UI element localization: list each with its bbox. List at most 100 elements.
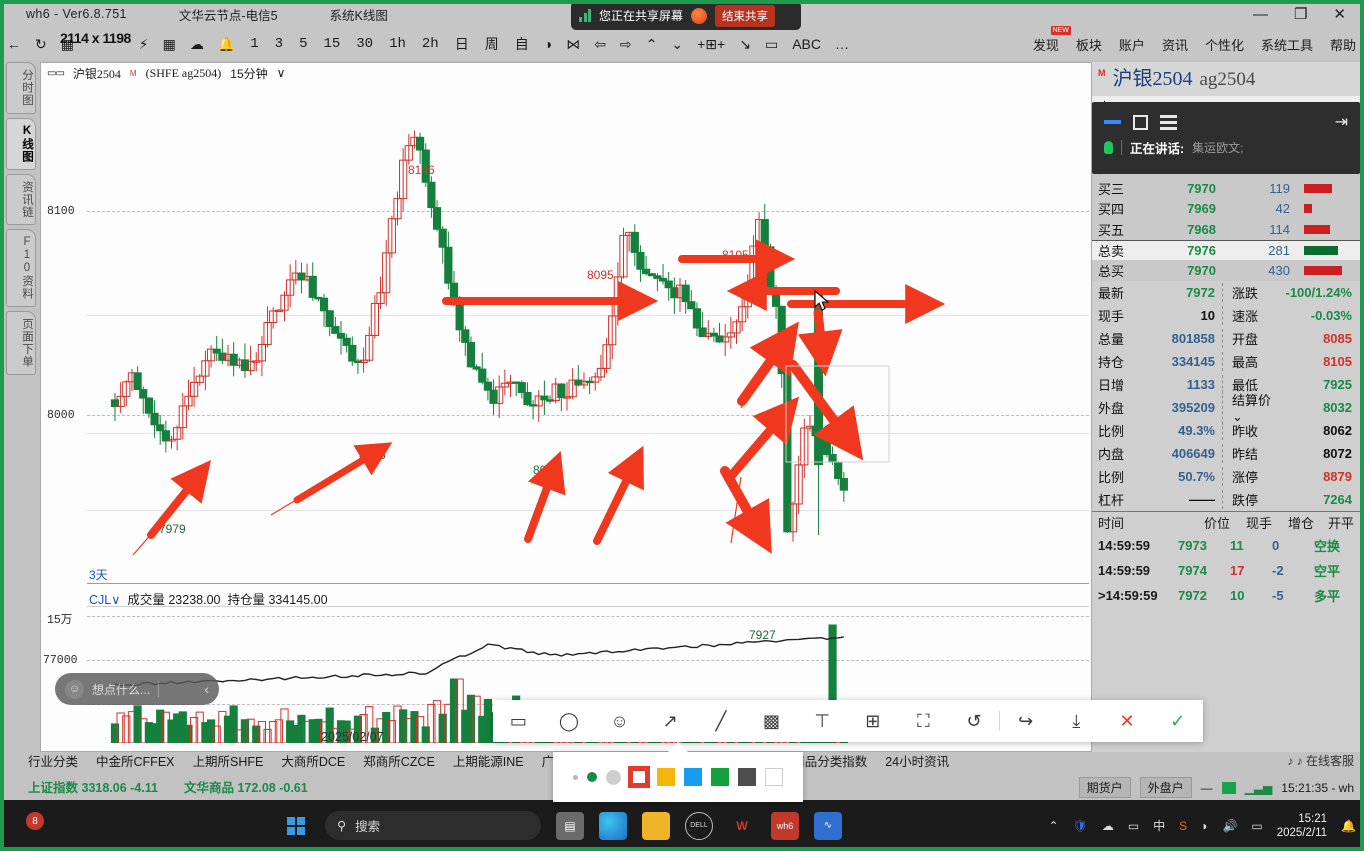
file-explorer-icon[interactable] bbox=[642, 811, 670, 840]
touchpad-icon[interactable]: ▭ bbox=[1127, 818, 1140, 833]
color-swatch[interactable] bbox=[765, 768, 783, 786]
wps-icon[interactable]: W bbox=[736, 818, 748, 833]
volume-icon[interactable]: 🔊 bbox=[1222, 818, 1238, 833]
dell-app-icon[interactable]: DELL bbox=[685, 811, 713, 840]
text-tool-icon[interactable]: ⊤ bbox=[814, 711, 830, 731]
microphone-icon[interactable] bbox=[1104, 141, 1113, 154]
tick-row[interactable]: 14:59:59 7974 17 -2 空平 bbox=[1092, 558, 1360, 583]
grid-icon[interactable]: ▦ bbox=[162, 36, 176, 52]
period-day[interactable]: 日 bbox=[454, 38, 469, 54]
color-swatch[interactable] bbox=[711, 768, 729, 786]
volume-indicator-caret[interactable]: ∨ bbox=[111, 593, 121, 607]
orderbook-row[interactable]: 总卖 7976 281 bbox=[1092, 239, 1360, 260]
minimize-button[interactable]: — bbox=[1252, 5, 1268, 23]
cancel-icon[interactable]: ✕ bbox=[1119, 711, 1135, 731]
sogou-ime-icon[interactable]: S bbox=[1179, 818, 1188, 833]
expand-icon[interactable]: +⊞+ bbox=[697, 36, 726, 52]
sidebar-item-timeline[interactable]: 分时图 bbox=[6, 62, 36, 114]
ai-assistant-pill[interactable]: ☺ 想点什么... ‹ bbox=[55, 673, 219, 705]
layout-icon[interactable]: ▦ bbox=[60, 36, 74, 52]
zoom-in-icon[interactable]: ⌃ bbox=[645, 36, 658, 52]
menu-discover[interactable]: 发现 NEW bbox=[1033, 25, 1071, 54]
color-and-size-picker[interactable] bbox=[553, 752, 803, 802]
color-swatch[interactable] bbox=[684, 768, 702, 786]
notification-bell-icon[interactable]: 🔔 bbox=[1341, 818, 1356, 833]
period-2hour[interactable]: 2h bbox=[421, 36, 439, 52]
more-icon[interactable]: … bbox=[834, 36, 849, 52]
exchange-nav-item[interactable]: 24小时资讯 bbox=[885, 755, 950, 769]
scroll-right-icon[interactable]: ⇨ bbox=[619, 36, 632, 52]
refresh-icon[interactable]: ↻ bbox=[35, 36, 47, 52]
lightning-icon[interactable]: ⚡ bbox=[138, 36, 149, 52]
text-abc-icon[interactable]: ABC bbox=[792, 36, 821, 52]
tray-expand-icon[interactable]: ⌃ bbox=[1048, 818, 1059, 833]
save-icon[interactable]: ⤓ bbox=[1072, 711, 1081, 731]
exchange-nav-item[interactable]: 上期所SHFE bbox=[192, 755, 264, 769]
brush-size-option[interactable] bbox=[587, 772, 597, 782]
brush-size-option[interactable] bbox=[573, 774, 578, 780]
ocr-tool-icon[interactable]: ⛶ bbox=[917, 711, 930, 731]
ellipse-tool-icon[interactable]: ◯ bbox=[558, 711, 580, 731]
orderbook-row[interactable]: 买四 7969 42 bbox=[1092, 198, 1360, 219]
tick-table-body[interactable]: 14:59:59 7973 11 0 空换 14:59:59 7974 17 -2 空平 >14:5… bbox=[1092, 533, 1360, 608]
chevron-down-icon[interactable]: ∨ bbox=[276, 66, 286, 80]
period-custom[interactable]: 自 bbox=[514, 38, 529, 54]
tick-row[interactable]: 14:59:59 7973 11 0 空换 bbox=[1092, 533, 1360, 558]
maximize-icon[interactable] bbox=[1133, 114, 1148, 130]
share-icon[interactable]: ↪ bbox=[1018, 711, 1034, 731]
color-swatch[interactable] bbox=[657, 768, 675, 786]
futures-account-button[interactable]: 期货户 bbox=[1078, 777, 1131, 798]
end-share-button[interactable]: 结束共享 bbox=[715, 4, 776, 27]
period-30min[interactable]: 30 bbox=[356, 36, 374, 52]
task-view-icon[interactable]: ▤ bbox=[556, 811, 584, 840]
notification-badge[interactable]: 8 bbox=[26, 812, 44, 830]
scroll-left-icon[interactable]: ⇦ bbox=[594, 36, 606, 52]
maximize-button[interactable]: ❐ bbox=[1293, 6, 1308, 23]
compare-icon[interactable]: ⋈ bbox=[566, 36, 581, 52]
period-3min[interactable]: 3 bbox=[274, 36, 284, 52]
rect-tool-icon[interactable]: ▭ bbox=[509, 711, 527, 731]
emoji-tool-icon[interactable]: ☺ bbox=[610, 711, 629, 731]
menu-sector[interactable]: 板块 bbox=[1075, 37, 1102, 53]
exchange-nav-item[interactable]: 郑商所CZCE bbox=[363, 755, 435, 769]
volume-indicator-name[interactable]: CJL bbox=[89, 593, 112, 607]
orderbook-row[interactable]: 总买 7970 430 bbox=[1092, 260, 1360, 281]
bell-icon[interactable]: 🔔 bbox=[217, 36, 236, 52]
collapse-chevron-icon[interactable]: ‹ bbox=[204, 681, 209, 697]
color-swatch[interactable] bbox=[628, 766, 650, 788]
menu-hamburger-icon[interactable] bbox=[1160, 114, 1177, 130]
exchange-nav-item[interactable]: 行业分类 bbox=[28, 755, 79, 769]
mosaic-tool-icon[interactable]: ▩ bbox=[763, 711, 781, 731]
tick-row[interactable]: >14:59:59 7972 10 -5 多平 bbox=[1092, 583, 1360, 608]
sidebar-item-newschain[interactable]: 资讯链 bbox=[6, 173, 36, 225]
menu-help[interactable]: 帮助 bbox=[1329, 37, 1356, 53]
brush-size-option[interactable] bbox=[606, 769, 621, 785]
period-week[interactable]: 周 bbox=[484, 38, 499, 54]
edge-browser-icon[interactable] bbox=[599, 811, 627, 840]
expand-panel-icon[interactable]: ⇥ bbox=[1334, 114, 1348, 131]
back-icon[interactable]: ← bbox=[7, 36, 21, 52]
period-1min[interactable]: 1 bbox=[250, 36, 259, 52]
wifi-icon[interactable]: ◗ bbox=[1201, 818, 1209, 833]
chart-period-label[interactable]: 15分钟 bbox=[230, 66, 268, 81]
start-button-icon[interactable] bbox=[282, 812, 310, 840]
chart-app-icon[interactable]: ∿ bbox=[814, 811, 842, 840]
meeting-control-bar[interactable]: ⇥ 正在讲话: 集运欧文; bbox=[1092, 102, 1360, 174]
orderbook-row[interactable]: 买三 7970 119 bbox=[1092, 178, 1360, 199]
sidebar-item-kline[interactable]: K线图 bbox=[6, 117, 36, 170]
undo-icon[interactable]: ↺ bbox=[966, 711, 982, 731]
chart-panel[interactable]: ▭▭ 沪银2504 M (SHFE ag2504) 15分钟 ∨ 8100 800… bbox=[40, 62, 1092, 752]
candlestick-chart[interactable] bbox=[87, 85, 1091, 585]
close-button[interactable]: ✕ bbox=[1333, 6, 1346, 23]
color-swatch[interactable] bbox=[738, 768, 756, 786]
chart-grid-icon[interactable]: ▭▭ bbox=[47, 67, 65, 79]
taskbar-search-box[interactable]: ⚲ 搜索 bbox=[325, 811, 541, 840]
period-5min[interactable]: 5 bbox=[299, 36, 308, 52]
rectangle-icon[interactable]: ▭ bbox=[764, 36, 779, 52]
sidebar-item-order[interactable]: 页面下单 bbox=[6, 311, 36, 375]
exchange-nav-item[interactable]: 上期能源INE bbox=[452, 755, 524, 769]
menu-news[interactable]: 资讯 bbox=[1161, 37, 1188, 53]
wenhua-app-icon[interactable]: wh6 bbox=[771, 811, 799, 840]
sidebar-item-f10[interactable]: F10资料 bbox=[6, 229, 36, 307]
screenshot-annotation-toolbar[interactable]: ▭ ◯ ☺ ↗ ╱ ▩ ⊤ ⊞ ⛶ ↺ ↪ ⤓ ✕ ✓ bbox=[493, 700, 1203, 742]
